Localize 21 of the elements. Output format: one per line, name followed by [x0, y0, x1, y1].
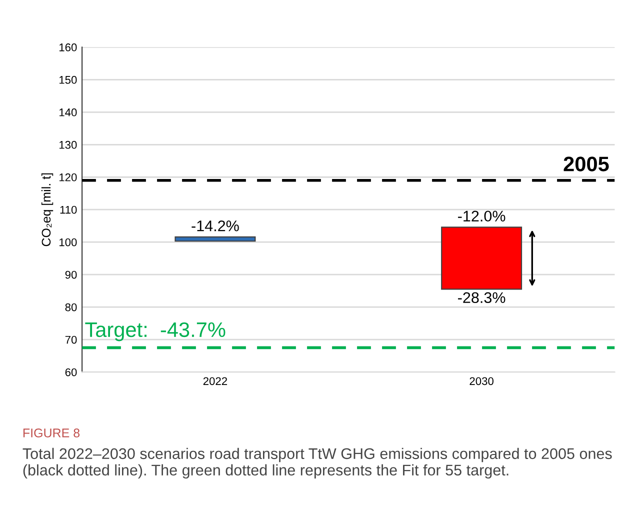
annotation: -28.3%	[458, 292, 506, 304]
annotation: Target: -43.7%	[85, 322, 226, 342]
y-tick-label: 160	[60, 43, 77, 52]
text: Total 2022–2030 scenarios road transport TtW GHG emissions compared to 2005 ones (black dotted line). The green dotted line represents the Fit for 55 target.	[22, 448, 612, 479]
y-tick-label: 110	[60, 206, 77, 214]
y-axis-title: CO₂eq [mil. t]	[41, 173, 54, 246]
annotation: 2005	[564, 156, 609, 172]
y-tick-label: 140	[60, 108, 77, 116]
annotation: -14.2%	[192, 220, 239, 232]
caption: FIGURE 8	[23, 428, 80, 438]
x-tick-label: 2022	[203, 377, 228, 386]
y-tick-label: 60	[65, 368, 77, 376]
y-tick-label: 70	[65, 336, 77, 344]
y-tick-label: 120	[60, 173, 77, 182]
y-tick-label: 90	[65, 270, 77, 279]
y-tick-label: 80	[65, 303, 77, 312]
x-tick-label: 2030	[470, 377, 494, 386]
y-tick-label: 100	[60, 238, 77, 246]
y-tick-label: 150	[60, 76, 77, 84]
annotation: -12.0%	[458, 210, 506, 222]
y-tick-label: 130	[60, 140, 77, 149]
